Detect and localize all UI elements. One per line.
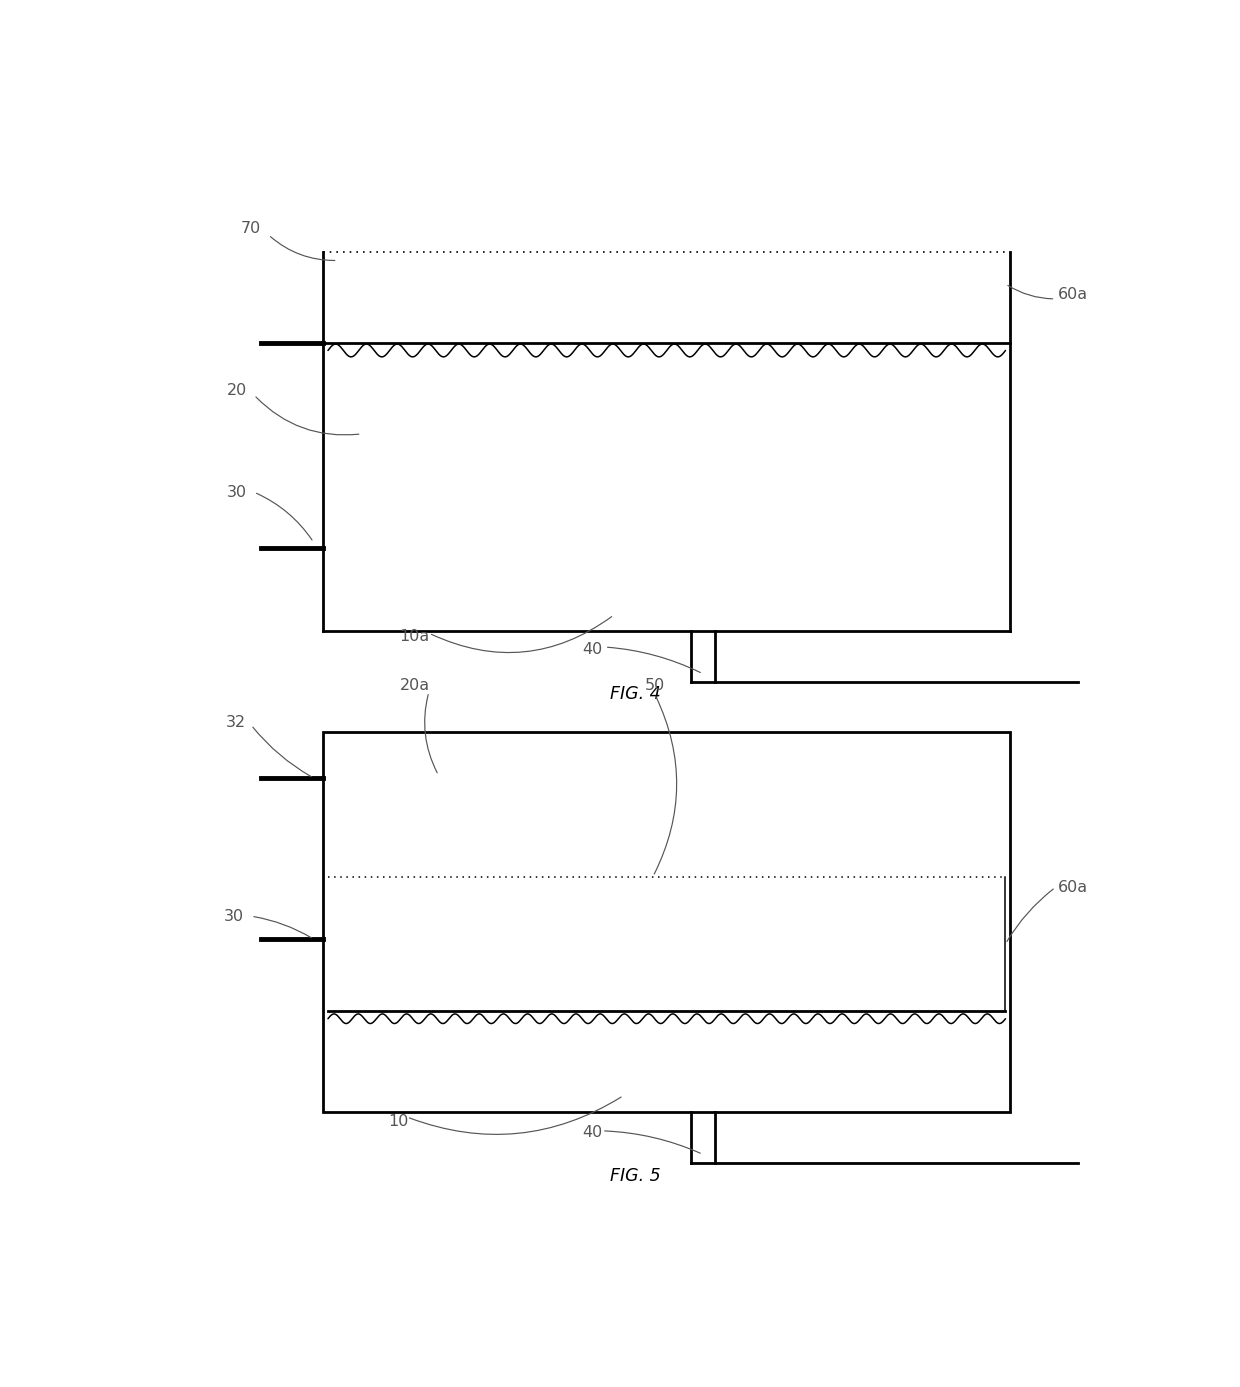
Bar: [324, 732, 1011, 1111]
Text: 32: 32: [226, 716, 246, 731]
Text: 60a: 60a: [1058, 879, 1089, 895]
Text: 60a: 60a: [1058, 287, 1089, 302]
Text: FIG. 5: FIG. 5: [610, 1166, 661, 1184]
Text: 50: 50: [645, 678, 665, 694]
Text: 30: 30: [227, 484, 247, 499]
Text: 10: 10: [388, 1114, 408, 1129]
Text: 10a: 10a: [399, 628, 429, 644]
Text: 20a: 20a: [399, 678, 429, 694]
Text: 20: 20: [227, 383, 247, 398]
Text: 40: 40: [582, 642, 603, 656]
Text: 40: 40: [582, 1125, 603, 1140]
Text: FIG. 4: FIG. 4: [610, 685, 661, 703]
Text: 70: 70: [241, 221, 262, 236]
Text: 30: 30: [223, 908, 244, 924]
